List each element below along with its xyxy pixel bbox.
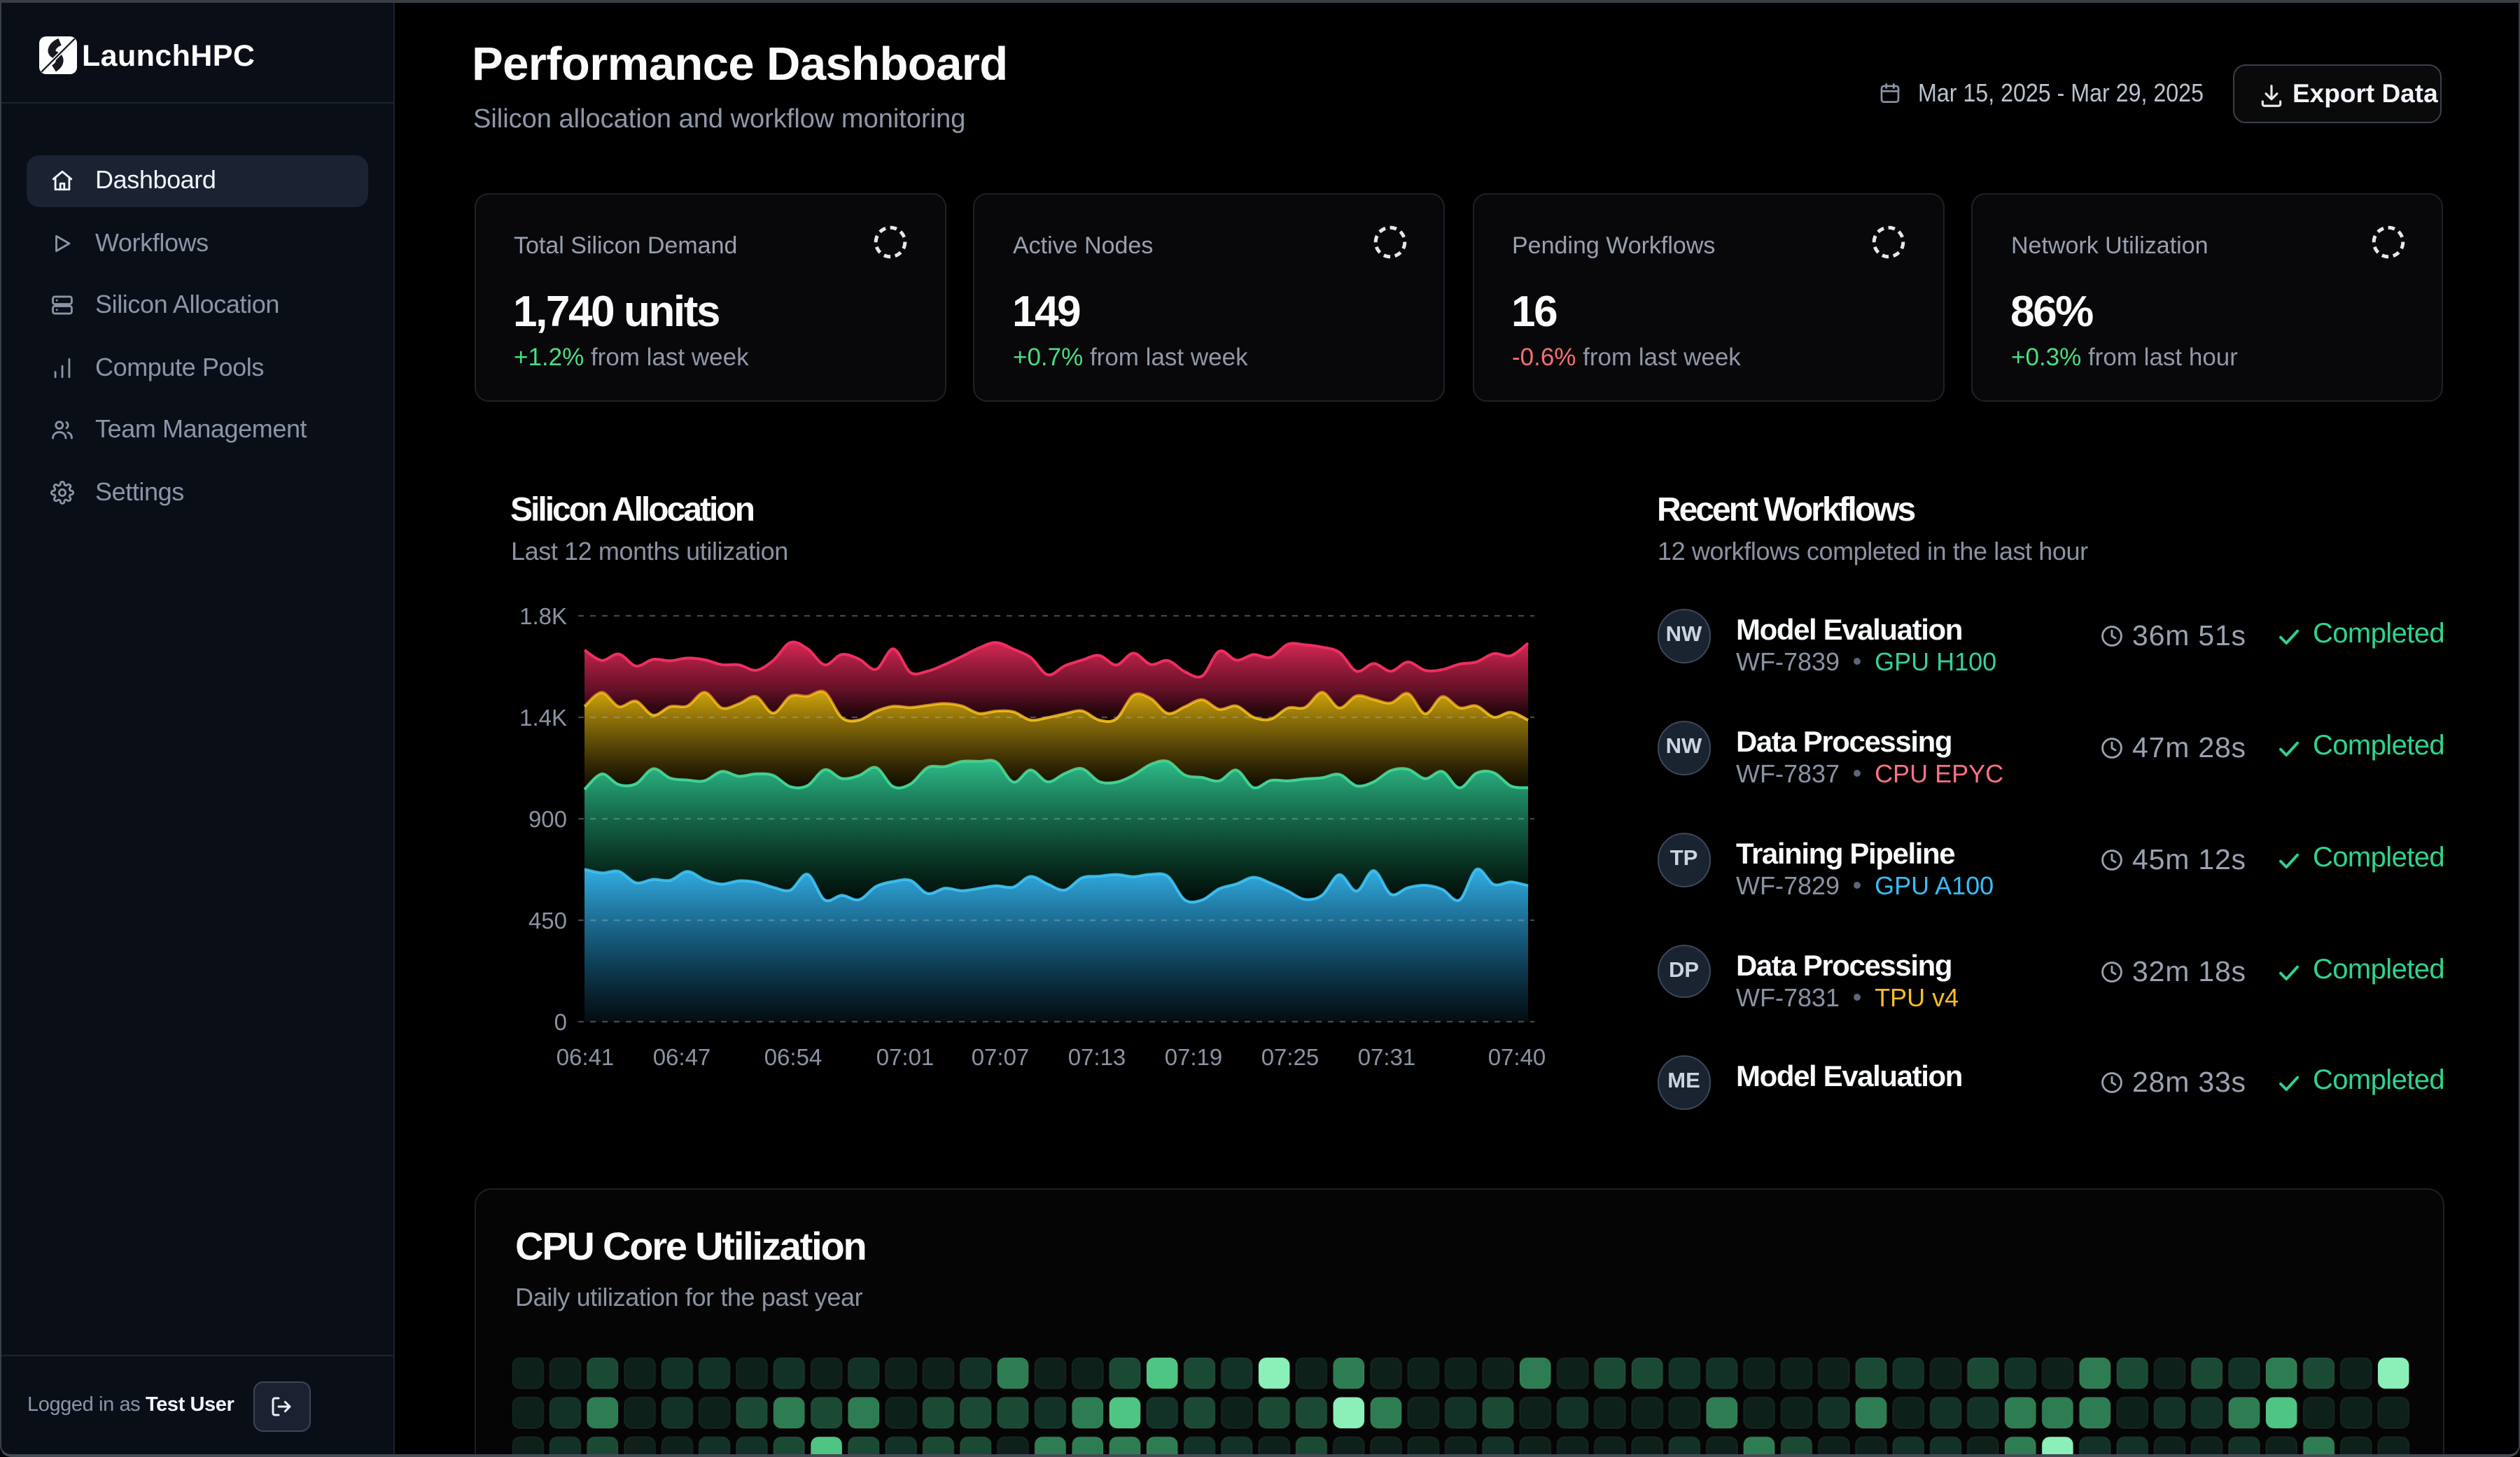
svg-text:450: 450: [528, 908, 566, 934]
svg-text:07:31: 07:31: [1357, 1044, 1415, 1070]
svg-text:06:47: 06:47: [652, 1044, 710, 1070]
svg-text:1.4K: 1.4K: [519, 705, 566, 731]
svg-text:07:40: 07:40: [1488, 1044, 1546, 1070]
svg-text:06:54: 06:54: [764, 1044, 822, 1070]
svg-text:07:01: 07:01: [876, 1044, 934, 1070]
svg-text:900: 900: [528, 806, 566, 832]
svg-text:06:41: 06:41: [556, 1044, 614, 1070]
svg-text:07:19: 07:19: [1164, 1044, 1222, 1070]
svg-text:1.8K: 1.8K: [519, 603, 566, 629]
svg-text:0: 0: [554, 1009, 566, 1035]
svg-text:07:07: 07:07: [971, 1044, 1029, 1070]
svg-text:Mar 15, 2025 - Mar 29, 2025: Mar 15, 2025 - Mar 29, 2025: [1918, 78, 2204, 107]
svg-text:07:25: 07:25: [1261, 1044, 1319, 1070]
svg-text:07:13: 07:13: [1068, 1044, 1126, 1070]
